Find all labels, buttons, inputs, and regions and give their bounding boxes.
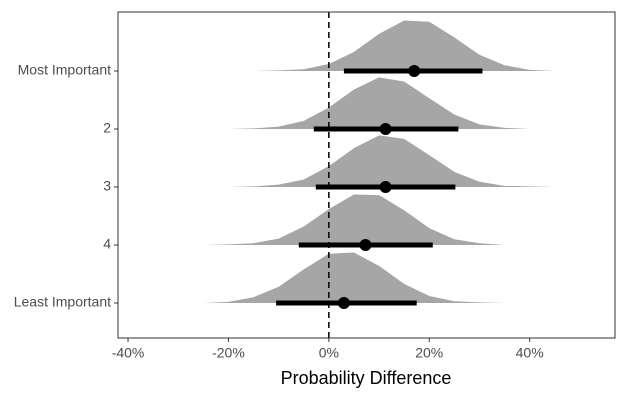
y-tick-label: 3 — [103, 178, 111, 194]
median-point — [379, 181, 392, 193]
density — [178, 135, 555, 187]
plot-border — [117, 11, 616, 339]
y-tick-label: 4 — [103, 236, 111, 252]
y-tick-label: Least Important — [14, 294, 111, 310]
x-axis-title: Probability Difference — [281, 368, 452, 388]
x-tick-label: 20% — [415, 345, 443, 361]
density — [178, 194, 555, 245]
x-tick-label: 0% — [319, 345, 339, 361]
y-tick-label: Most Important — [18, 62, 111, 78]
density — [178, 77, 555, 129]
x-tick-label: -40% — [112, 345, 145, 361]
density — [178, 252, 555, 303]
y-tick-label: 2 — [103, 120, 111, 136]
median-point — [337, 297, 350, 309]
median-point — [359, 239, 372, 251]
median-point — [408, 65, 421, 77]
x-tick-label: 40% — [516, 345, 544, 361]
median-point — [379, 123, 392, 135]
density — [178, 20, 555, 71]
x-tick-label: -20% — [212, 345, 245, 361]
